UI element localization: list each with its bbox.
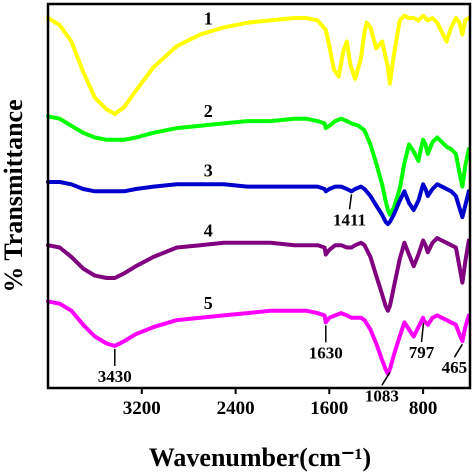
series-line-5 <box>46 299 471 376</box>
annotation-label-3430: 3430 <box>98 367 132 386</box>
annotation-label-1630: 1630 <box>309 343 343 362</box>
y-axis-title: % Transmittance <box>0 99 28 292</box>
plot-frame <box>46 2 472 390</box>
series-line-1 <box>46 13 471 116</box>
x-tick-label-800: 800 <box>409 398 438 419</box>
annotation-leader-1411 <box>348 194 353 210</box>
series-line-3 <box>46 180 471 227</box>
annotation-leader-797 <box>420 323 425 343</box>
annotation-label-797: 797 <box>409 343 435 362</box>
x-tick-label-1600: 1600 <box>310 398 348 419</box>
x-tick-label-2400: 2400 <box>217 398 255 419</box>
annotation-label-1083: 1083 <box>365 386 399 405</box>
series-layer <box>46 13 471 376</box>
annotation-label-465: 465 <box>442 358 468 377</box>
annotation-label-1411: 1411 <box>333 210 366 229</box>
annotation-leader-1083 <box>381 371 391 386</box>
curve-label-1: 1 <box>204 9 213 29</box>
series-line-2 <box>46 114 471 217</box>
curve-label-layer: 1 2 3 4 5 <box>204 9 213 314</box>
x-axis-title: Wavenumber(cm⁻¹) <box>149 443 371 472</box>
annotation-leader-465 <box>453 343 464 358</box>
curve-label-3: 3 <box>204 160 213 180</box>
x-tick-label-3200: 3200 <box>123 398 161 419</box>
x-axis-ticks: 3200 2400 1600 800 <box>123 388 438 419</box>
annotation-layer: 3430 1630 1411 1083 797 465 <box>98 194 467 405</box>
curve-label-2: 2 <box>204 101 213 121</box>
series-line-4 <box>46 236 471 313</box>
curve-label-4: 4 <box>204 221 213 241</box>
curve-label-5: 5 <box>204 293 213 313</box>
